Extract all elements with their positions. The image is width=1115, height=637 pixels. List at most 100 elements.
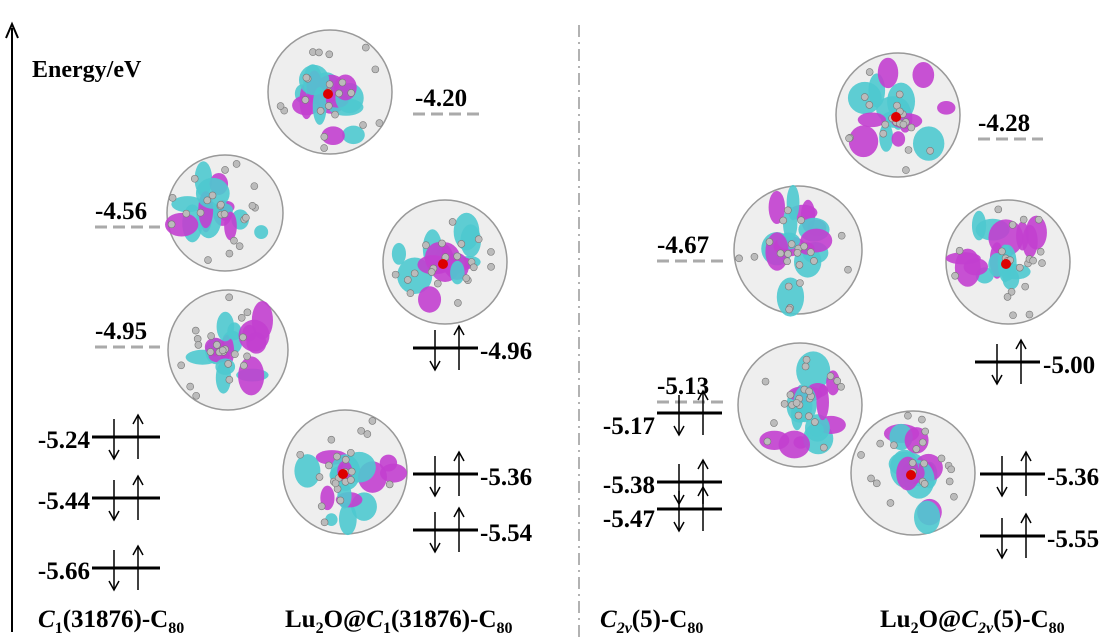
energy-level: -5.66 bbox=[38, 546, 160, 590]
atom bbox=[838, 232, 845, 239]
atom bbox=[321, 519, 328, 526]
atom bbox=[919, 439, 926, 446]
atom bbox=[348, 468, 355, 475]
lu-atom bbox=[338, 469, 348, 479]
lu-atom bbox=[891, 112, 901, 122]
atom bbox=[861, 94, 868, 101]
atom bbox=[244, 353, 251, 360]
energy-level: -4.96 bbox=[413, 326, 532, 370]
atom bbox=[204, 197, 211, 204]
atom bbox=[762, 378, 769, 385]
atom bbox=[386, 481, 393, 488]
atom bbox=[337, 497, 344, 504]
atom bbox=[192, 327, 199, 334]
atom bbox=[820, 444, 827, 451]
compound-label: C2v(5)-C80 bbox=[600, 606, 703, 637]
lu-atom bbox=[323, 89, 333, 99]
atom bbox=[873, 480, 880, 487]
atom bbox=[770, 420, 777, 427]
atom bbox=[328, 436, 335, 443]
atom bbox=[798, 217, 805, 224]
atom bbox=[751, 253, 758, 260]
atom bbox=[887, 499, 894, 506]
lobe bbox=[914, 501, 940, 534]
atom bbox=[326, 51, 333, 58]
energy-level: -4.56 bbox=[95, 198, 160, 227]
atom bbox=[454, 253, 461, 260]
label-part: (5)-C bbox=[993, 606, 1049, 633]
atom bbox=[766, 238, 773, 245]
atom bbox=[1016, 264, 1023, 271]
atom bbox=[230, 237, 237, 244]
label-part: (5)-C bbox=[632, 606, 688, 633]
label-part: C bbox=[961, 606, 978, 633]
energy-level: -5.24 bbox=[38, 415, 160, 459]
atom bbox=[168, 221, 175, 228]
orbital-isosurface bbox=[836, 53, 960, 177]
energy-level: -4.95 bbox=[95, 318, 160, 347]
atom bbox=[369, 417, 376, 424]
atom bbox=[249, 202, 256, 209]
atom bbox=[422, 242, 429, 249]
atom bbox=[877, 440, 884, 447]
lobe bbox=[1022, 225, 1037, 258]
atom bbox=[193, 392, 200, 399]
atom bbox=[904, 412, 911, 419]
atom bbox=[811, 419, 818, 426]
atom bbox=[952, 272, 959, 279]
energy-value: -5.38 bbox=[603, 472, 655, 499]
atom bbox=[488, 263, 495, 270]
atom bbox=[217, 201, 224, 208]
atom bbox=[913, 446, 920, 453]
atom bbox=[454, 299, 461, 306]
atom bbox=[866, 101, 873, 108]
atom bbox=[458, 240, 465, 247]
atom bbox=[438, 240, 445, 247]
orbital-isosurface bbox=[383, 200, 507, 324]
atom bbox=[890, 442, 897, 449]
lu-atom bbox=[438, 259, 448, 269]
atom bbox=[736, 255, 743, 262]
atom bbox=[908, 124, 915, 131]
atom bbox=[449, 218, 456, 225]
lobe bbox=[787, 185, 800, 220]
atom bbox=[231, 351, 238, 358]
atom bbox=[1020, 216, 1027, 223]
energy-level: -5.44 bbox=[38, 476, 160, 520]
atom bbox=[786, 306, 793, 313]
atom bbox=[1009, 221, 1016, 228]
atom bbox=[315, 49, 322, 56]
energy-level: -4.28 bbox=[978, 110, 1043, 139]
atom bbox=[195, 341, 202, 348]
lobe bbox=[392, 243, 406, 265]
atom bbox=[317, 107, 324, 114]
atom bbox=[244, 309, 251, 316]
label-part: O@ bbox=[919, 606, 962, 633]
energy-value: -5.54 bbox=[480, 520, 533, 547]
atom bbox=[946, 478, 953, 485]
lobe bbox=[254, 225, 268, 239]
atom bbox=[302, 96, 309, 103]
atom bbox=[487, 248, 494, 255]
orbital-isosurface bbox=[168, 290, 288, 410]
atom bbox=[325, 462, 332, 469]
atom bbox=[784, 207, 791, 214]
lobe bbox=[912, 62, 934, 88]
atom bbox=[796, 279, 803, 286]
atom bbox=[780, 217, 787, 224]
atom bbox=[858, 451, 865, 458]
orbital-isosurface bbox=[946, 200, 1070, 324]
atom bbox=[927, 147, 934, 154]
lobe bbox=[246, 332, 266, 353]
atom bbox=[339, 79, 346, 86]
lobe bbox=[339, 503, 357, 535]
atom bbox=[242, 214, 249, 221]
lu-atom bbox=[906, 470, 916, 480]
energy-value: -5.24 bbox=[38, 427, 91, 454]
label-part: 2v bbox=[616, 620, 633, 637]
energy-value: -5.66 bbox=[38, 558, 90, 585]
atom bbox=[802, 363, 809, 370]
label-part: 80 bbox=[1049, 620, 1065, 637]
energy-value: -5.36 bbox=[480, 464, 532, 491]
atom bbox=[187, 383, 194, 390]
